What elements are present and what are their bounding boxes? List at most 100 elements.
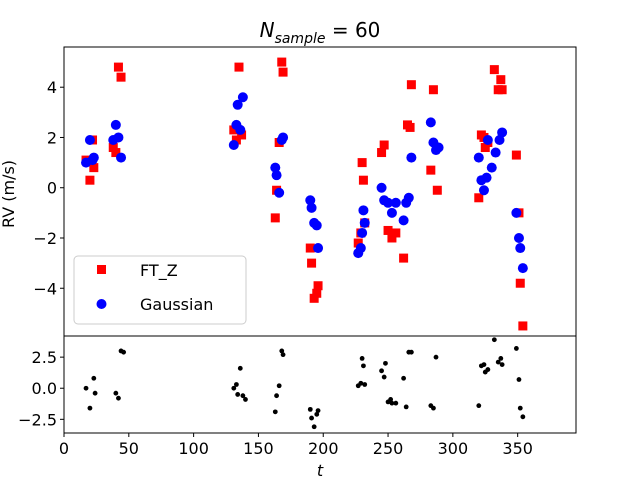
residual-point [274, 393, 279, 399]
ftz-point [518, 321, 528, 331]
residual-point [113, 390, 119, 396]
top-y-tick-label: −4 [33, 279, 57, 298]
residual-point [309, 415, 314, 421]
residual-point [401, 375, 407, 381]
ftz-point [406, 80, 416, 90]
ftz-point [383, 225, 393, 235]
ftz-point [496, 75, 506, 85]
gaussian-point [306, 202, 317, 213]
residual-point [280, 352, 286, 358]
ftz-point [116, 72, 126, 82]
ftz-point [357, 158, 367, 168]
residual-point [516, 377, 522, 382]
x-tick-label: 300 [438, 439, 469, 458]
gaussian-point [270, 162, 281, 173]
gaussian-point [313, 243, 324, 254]
residual-point [311, 424, 317, 430]
residual-point [491, 337, 497, 343]
gaussian-point [359, 217, 370, 228]
gaussian-point [110, 119, 121, 130]
gaussian-point [390, 197, 401, 208]
legend-label-gaussian: Gaussian [140, 295, 213, 314]
residual-point [307, 406, 313, 412]
gaussian-point [513, 232, 524, 243]
residual-point [231, 385, 237, 391]
x-tick-label: 50 [119, 439, 139, 458]
ftz-point [309, 293, 319, 303]
gaussian-point [305, 195, 316, 206]
x-tick-label: 250 [373, 439, 404, 458]
ftz-point [113, 62, 123, 72]
ftz-point [313, 281, 323, 291]
residual-point [383, 360, 388, 366]
gaussian-point [271, 170, 282, 181]
gaussian-point [355, 243, 366, 254]
residual-point [499, 362, 505, 368]
residual-point [481, 362, 487, 368]
ftz-point [358, 175, 368, 185]
ftz-point [312, 288, 322, 298]
residual-point [403, 404, 409, 410]
residual-point [393, 400, 399, 406]
gaussian-point [228, 140, 239, 151]
ftz-point [111, 148, 121, 158]
ftz-point [353, 238, 363, 248]
gaussian-point [497, 127, 508, 138]
gaussian-point [232, 99, 243, 110]
gaussian-point [433, 142, 444, 153]
residual-point [272, 409, 278, 415]
ftz-point [497, 85, 507, 95]
residual-point [279, 348, 285, 354]
ftz-point [229, 125, 239, 135]
chart-title: Nsample = 60 [260, 18, 381, 47]
gaussian-point [237, 92, 248, 103]
ftz-point [85, 175, 95, 185]
gaussian-point [357, 227, 368, 238]
residual-point [237, 365, 243, 371]
top-y-tick-label: 4 [47, 78, 57, 97]
bottom-y-tick-label: 2.5 [32, 348, 57, 367]
ftz-point [234, 62, 244, 72]
legend: FT_Z Gaussian [73, 255, 247, 325]
residual-point [116, 395, 121, 401]
ftz-point [307, 258, 317, 268]
gaussian-point [84, 134, 95, 145]
ftz-point [305, 243, 315, 253]
legend-label-ftz: FT_Z [140, 261, 178, 281]
ftz-point [391, 228, 401, 238]
residual-point [361, 363, 366, 369]
residual-point [379, 368, 384, 374]
gaussian-point [113, 132, 124, 143]
gaussian-point [406, 152, 417, 163]
residual-point [381, 374, 387, 380]
gaussian-point [88, 152, 99, 163]
ftz-point [489, 65, 499, 75]
residual-point [121, 349, 127, 355]
x-tick-label: 100 [178, 439, 209, 458]
residual-point [520, 414, 526, 420]
x-axis-label: t [317, 461, 324, 480]
gaussian-point [398, 215, 409, 226]
gaussian-point [278, 132, 289, 143]
residual-point [485, 367, 491, 372]
gaussian-point [116, 152, 127, 163]
x-tick-label: 350 [502, 439, 533, 458]
ftz-point [108, 143, 118, 153]
ftz-point [474, 193, 484, 203]
legend-marker-ftz [97, 265, 106, 274]
bottom-plot-frame [63, 335, 577, 434]
x-tick-label: 150 [243, 439, 274, 458]
ftz-point [399, 253, 409, 263]
top-y-tick-label: −2 [33, 229, 57, 248]
ftz-point [377, 148, 387, 158]
gaussian-point [490, 147, 501, 158]
residual-point [243, 397, 248, 402]
y-axis-label: RV (m/s) [0, 160, 18, 228]
gaussian-point [386, 207, 397, 218]
residual-point [388, 397, 394, 402]
title-rest: = 60 [325, 18, 380, 42]
ftz-point [237, 130, 247, 140]
residual-point [87, 405, 93, 411]
residual-point [314, 411, 320, 417]
gaussian-point [478, 185, 489, 196]
